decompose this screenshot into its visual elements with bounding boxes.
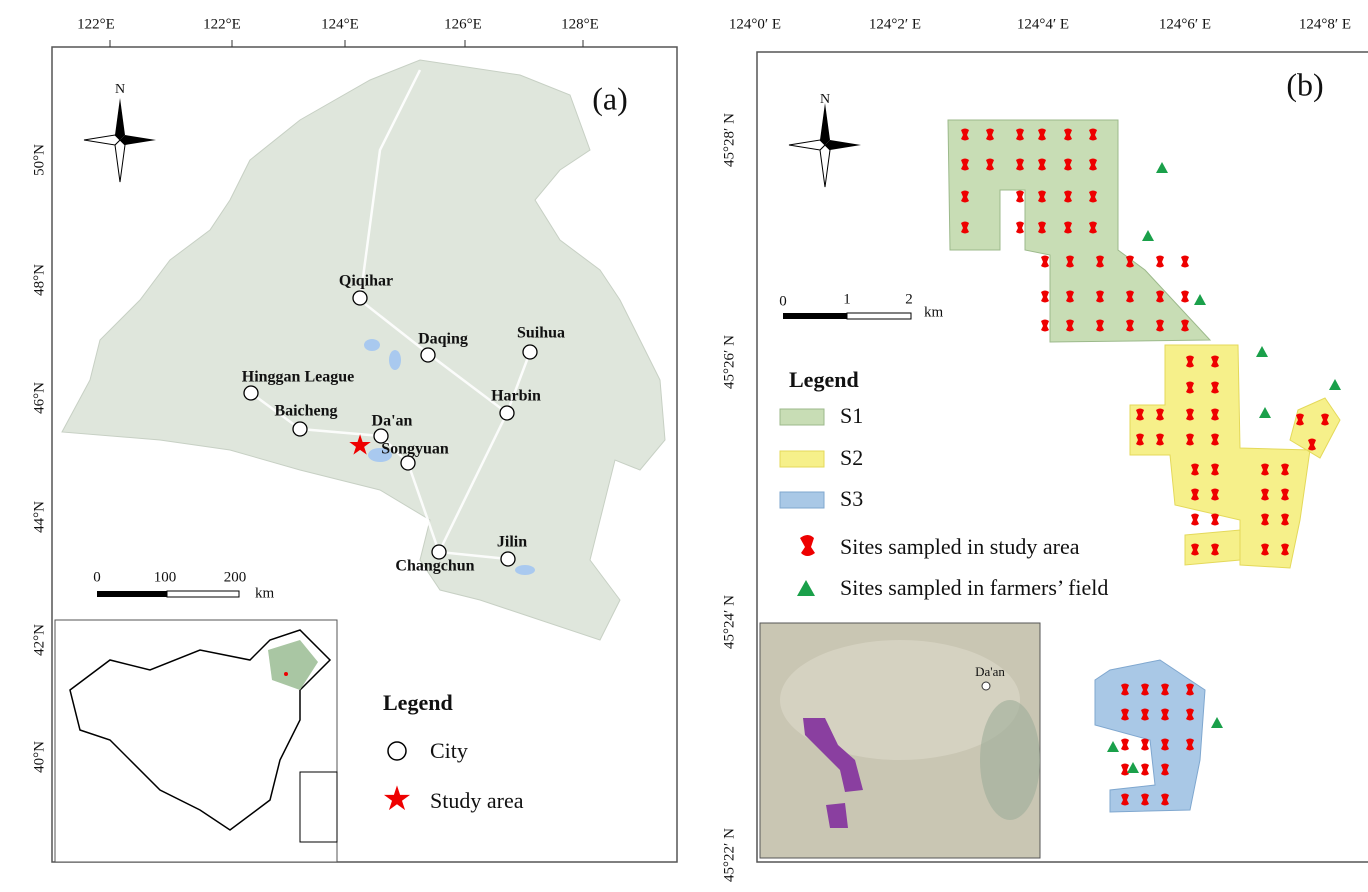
north-label: N <box>820 92 830 107</box>
lon-tick-label: 124°2′ E <box>869 16 921 32</box>
lon-tick-label: 128°E <box>561 16 599 32</box>
city-marker <box>353 291 367 305</box>
legend-title: Legend <box>383 690 453 715</box>
city-label: Changchun <box>395 558 474 575</box>
lon-tick-label: 124°6′ E <box>1159 16 1211 32</box>
legend-label: S1 <box>840 403 863 428</box>
scale-unit: km <box>255 585 275 601</box>
legend-star-icon: ★ <box>382 781 412 818</box>
lat-tick-label: 45°28′ N <box>721 113 737 167</box>
legend-title: Legend <box>789 367 859 392</box>
panel-label: (b) <box>1286 66 1323 102</box>
lat-tick-label: 44°N <box>31 501 47 533</box>
legend-label: S2 <box>840 445 863 470</box>
city-label: Da'an <box>372 413 413 430</box>
city-label: Qiqihar <box>339 273 393 290</box>
scale-label: 1 <box>843 291 851 307</box>
lat-tick-label: 45°22′ N <box>721 828 737 882</box>
legend-swatch <box>780 492 824 508</box>
scale-bar <box>167 591 239 597</box>
lat-tick-label: 46°N <box>31 382 47 414</box>
city-marker <box>421 348 435 362</box>
scale-label: 0 <box>93 569 101 585</box>
city-label: Daqing <box>418 331 468 348</box>
city-marker <box>244 386 258 400</box>
scale-label: 100 <box>154 569 177 585</box>
lon-tick-label: 124°E <box>321 16 359 32</box>
lat-tick-label: 50°N <box>31 144 47 176</box>
city-marker <box>401 456 415 470</box>
inset-texture <box>980 700 1040 820</box>
lat-tick-label: 42°N <box>31 624 47 656</box>
legend-label: Sites sampled in study area <box>840 534 1080 559</box>
lat-tick-label: 45°26′ N <box>721 335 737 389</box>
scale-bar <box>97 591 167 597</box>
city-label: Baicheng <box>274 403 337 420</box>
study-area-star: ★ <box>347 430 372 461</box>
legend-label: S3 <box>840 486 863 511</box>
city-label: Jilin <box>497 534 527 551</box>
city-label: Songyuan <box>381 441 449 458</box>
graticule-a <box>110 40 583 47</box>
legend-city-icon <box>388 742 406 760</box>
legend-swatch <box>780 451 824 467</box>
lon-tick-label: 126°E <box>444 16 482 32</box>
lon-tick-label: 122°E <box>77 16 115 32</box>
city-marker <box>500 406 514 420</box>
lon-tick-label: 122°E <box>203 16 241 32</box>
panel-label: (a) <box>592 80 628 116</box>
scale-bar <box>847 313 911 319</box>
inset-city-label: Da'an <box>975 664 1005 679</box>
inset-city-icon <box>982 682 990 690</box>
legend-label: Sites sampled in farmers’ field <box>840 575 1108 600</box>
scale-label: 2 <box>905 291 913 307</box>
scale-label: 200 <box>224 569 247 585</box>
scale-bar <box>783 313 847 319</box>
legend-label: City <box>430 738 468 763</box>
lon-tick-label: 124°8′ E <box>1299 16 1351 32</box>
city-label: Harbin <box>491 388 541 405</box>
city-label: Hinggan League <box>242 369 354 386</box>
study-point <box>284 672 288 676</box>
lat-tick-label: 45°24′ N <box>721 595 737 649</box>
city-label: Suihua <box>517 325 565 342</box>
figure: N (a) 0 100 200 km Legend City ★ Study a… <box>0 0 1368 892</box>
city-marker <box>523 345 537 359</box>
lat-tick-label: 40°N <box>31 741 47 773</box>
city-marker <box>293 422 307 436</box>
legend-swatch <box>780 409 824 425</box>
lon-tick-label: 124°0′ E <box>729 16 781 32</box>
city-marker <box>501 552 515 566</box>
lat-tick-label: 48°N <box>31 264 47 296</box>
scale-label: 0 <box>779 293 787 309</box>
north-label: N <box>115 82 125 97</box>
scale-unit: km <box>924 304 944 320</box>
legend-label: Study area <box>430 788 524 813</box>
lon-tick-label: 124°4′ E <box>1017 16 1069 32</box>
